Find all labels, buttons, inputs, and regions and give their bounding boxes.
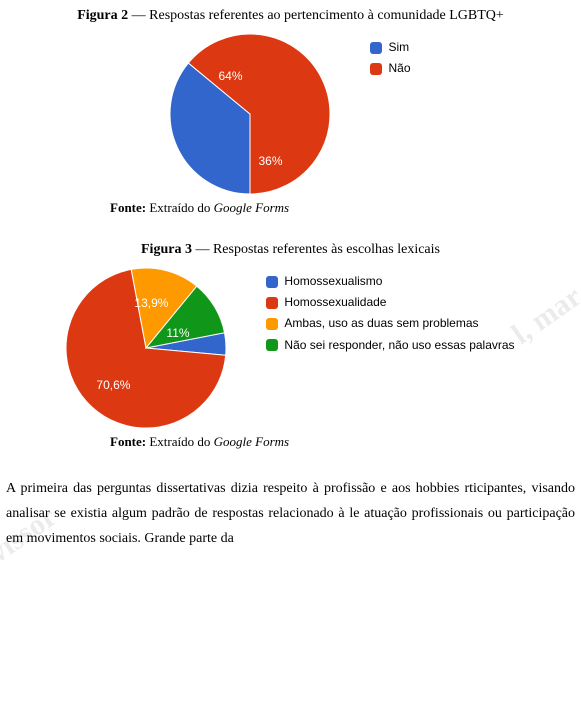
legend-swatch xyxy=(266,297,278,309)
legend-item: Homossexualidade xyxy=(266,293,514,312)
slice-label: 11% xyxy=(166,326,189,340)
figure3-legend: Homossexualismo Homossexualidade Ambas, us… xyxy=(266,272,514,357)
figure2-source-italic: Google Forms xyxy=(214,200,289,215)
legend-label: Não xyxy=(388,59,410,78)
legend-item: Não sei responder, não uso essas palavra… xyxy=(266,336,514,355)
slice-label: 70,6% xyxy=(96,378,130,392)
figure2-source-text: Extraído do xyxy=(146,200,214,215)
figure3-pie: 13,9% 11% 70,6% xyxy=(66,268,226,428)
legend-swatch xyxy=(370,63,382,75)
legend-swatch xyxy=(266,276,278,288)
legend-swatch xyxy=(266,339,278,351)
legend-label: Ambas, uso as duas sem problemas xyxy=(284,314,478,333)
figure2-source-bold: Fonte: xyxy=(110,200,146,215)
body-paragraph: A primeira das perguntas dissertativas d… xyxy=(0,476,581,552)
figure2-prefix: Figura 2 xyxy=(77,8,128,23)
figure3-source-italic: Google Forms xyxy=(214,434,289,449)
figure2-source: Fonte: Extraído do Google Forms xyxy=(110,200,581,216)
legend-item: Homossexualismo xyxy=(266,272,514,291)
figure3-source-text: Extraído do xyxy=(146,434,214,449)
legend-label: Homossexualidade xyxy=(284,293,386,312)
figure2-chart-container: 36% 64% Sim Não xyxy=(0,34,581,194)
figure3-sep: — xyxy=(192,242,213,257)
slice-label: 36% xyxy=(258,154,282,168)
legend-item: Não xyxy=(370,59,410,78)
figure2-caption: Figura 2 — Respostas referentes ao perte… xyxy=(0,8,581,24)
figure3-chart-container: 13,9%11%70,6% HomossexualismoHomossexual… xyxy=(0,268,581,428)
legend-item: Ambas, uso as duas sem problemas xyxy=(266,314,514,333)
figure3-title: Respostas referentes às escolhas lexicai… xyxy=(213,242,440,257)
figure2-pie: 36% 64% xyxy=(170,34,330,194)
figure2-title: Respostas referentes ao pertencimento à … xyxy=(149,8,504,23)
legend-label: Não sei responder, não uso essas palavra… xyxy=(284,336,514,355)
legend-label: Homossexualismo xyxy=(284,272,382,291)
legend-swatch xyxy=(266,318,278,330)
figure2-sep: — xyxy=(128,8,149,23)
figure3-caption: Figura 3 — Respostas referentes às escol… xyxy=(0,242,581,258)
figure2-legend: Sim Não xyxy=(370,38,410,80)
figure3-prefix: Figura 3 xyxy=(141,242,192,257)
figure3-source-bold: Fonte: xyxy=(110,434,146,449)
figure3-source: Fonte: Extraído do Google Forms xyxy=(110,434,581,450)
legend-item: Sim xyxy=(370,38,410,57)
slice-label: 13,9% xyxy=(134,296,168,310)
legend-swatch xyxy=(370,42,382,54)
slice-label: 64% xyxy=(218,69,242,83)
legend-label: Sim xyxy=(388,38,409,57)
